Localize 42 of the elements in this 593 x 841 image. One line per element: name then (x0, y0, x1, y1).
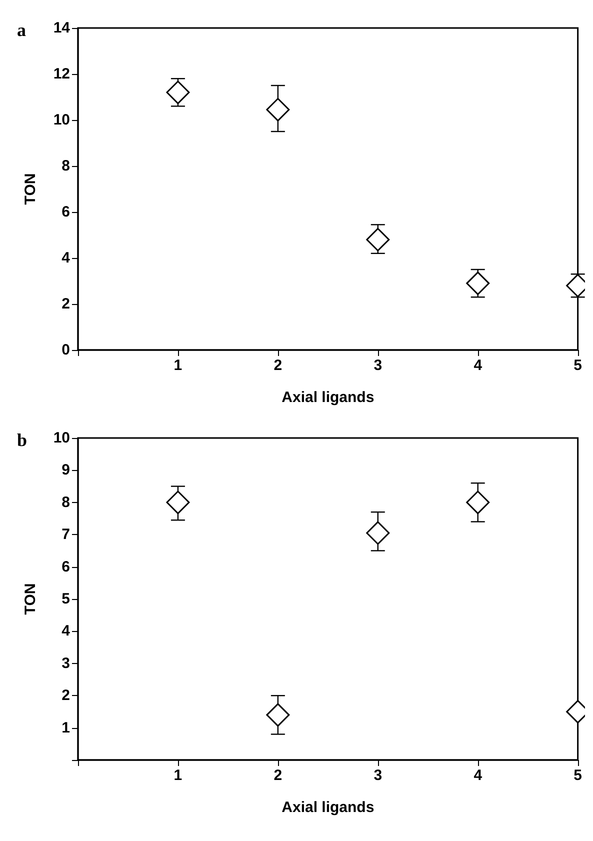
x-tick-label: 4 (474, 357, 483, 374)
y-tick-label: 7 (62, 526, 70, 544)
point (266, 98, 290, 122)
y-axis-title: TON (22, 173, 39, 205)
y-tick-label: 10 (53, 430, 70, 446)
y-tick-label: 2 (62, 687, 70, 704)
x-tick-label: 5 (574, 767, 582, 784)
y-tick-label: 4 (62, 622, 71, 640)
x-tick-label: 5 (574, 357, 582, 374)
chart-title: b (17, 430, 28, 450)
y-tick-label: 12 (53, 66, 70, 82)
y-tick-label: 6 (62, 558, 70, 576)
x-tick-label: 1 (174, 767, 182, 784)
y-tick-label: 8 (62, 158, 70, 174)
y-tick-label: 5 (62, 590, 70, 608)
point (166, 490, 190, 514)
y-tick-label: 0 (62, 342, 70, 358)
x-tick-label: 4 (474, 767, 483, 784)
x-tick-label: 3 (374, 357, 382, 374)
point (466, 272, 490, 296)
y-tick-label: 4 (62, 250, 71, 266)
x-axis-title: Axial ligands (282, 799, 374, 816)
chart-title: a (17, 20, 26, 40)
y-tick-label: 8 (62, 494, 70, 511)
y-axis-title: TON (22, 583, 39, 615)
point (366, 228, 390, 252)
point (166, 80, 190, 104)
point (366, 521, 390, 545)
x-tick-label: 2 (274, 357, 282, 374)
point (466, 490, 490, 514)
y-tick-label: 9 (62, 462, 70, 479)
x-tick-label: 2 (274, 767, 282, 784)
y-tick-label: 3 (62, 654, 70, 672)
y-tick-label: 2 (62, 296, 70, 312)
x-tick-label: 3 (374, 767, 382, 784)
x-axis-title: Axial ligands (282, 389, 374, 406)
y-tick-label: 6 (62, 204, 70, 220)
y-tick-label: 14 (53, 20, 71, 36)
point (266, 703, 290, 727)
y-tick-label: 1 (62, 719, 70, 736)
x-tick-label: 1 (174, 357, 182, 374)
y-tick-label: 10 (53, 112, 70, 128)
